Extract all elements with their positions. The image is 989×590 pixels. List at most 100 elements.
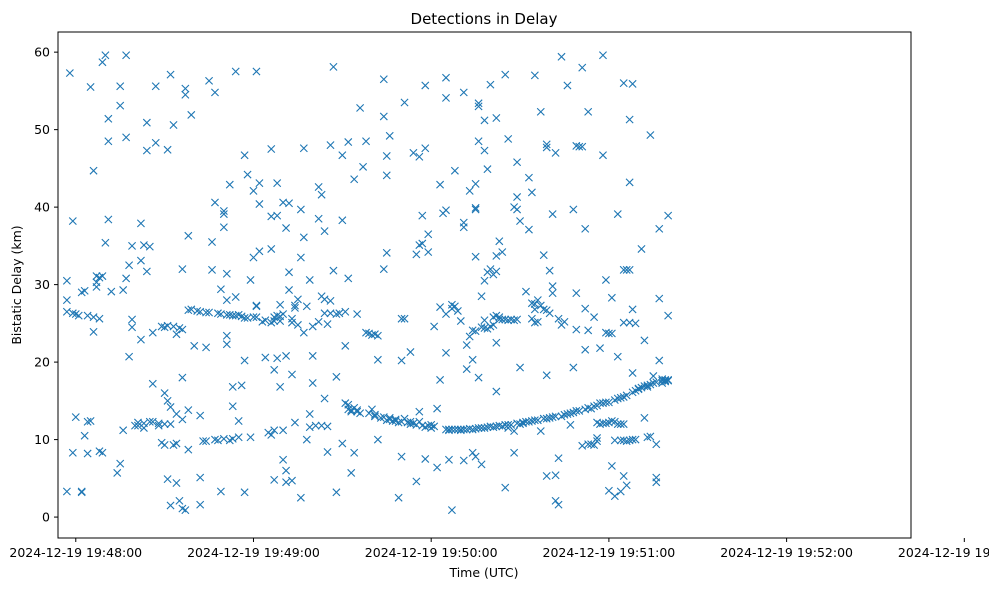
data-point xyxy=(89,166,98,175)
data-point xyxy=(634,384,643,393)
data-point xyxy=(412,477,421,486)
data-point xyxy=(510,448,519,457)
data-point xyxy=(533,296,542,305)
data-point xyxy=(128,323,137,332)
data-point xyxy=(252,67,261,76)
data-point xyxy=(545,309,554,318)
data-point xyxy=(581,304,590,313)
data-point xyxy=(397,356,406,365)
data-point xyxy=(486,80,495,89)
data-point xyxy=(415,152,424,161)
data-point xyxy=(347,468,356,477)
data-point xyxy=(299,328,308,337)
data-point xyxy=(62,296,71,305)
data-point xyxy=(397,314,406,323)
data-point xyxy=(199,437,208,446)
data-point xyxy=(622,391,631,400)
data-point xyxy=(228,402,237,411)
data-point xyxy=(350,448,359,457)
data-point xyxy=(385,131,394,140)
data-point xyxy=(640,382,649,391)
data-point xyxy=(83,311,92,320)
data-point xyxy=(359,162,368,171)
data-point xyxy=(154,421,163,430)
data-point xyxy=(205,308,214,317)
data-point xyxy=(222,269,231,278)
data-point xyxy=(551,496,560,505)
data-point xyxy=(480,276,489,285)
data-point xyxy=(631,319,640,328)
data-point xyxy=(329,266,338,275)
data-point xyxy=(646,432,655,441)
data-point xyxy=(539,305,548,314)
data-point xyxy=(613,394,622,403)
data-point xyxy=(625,265,634,274)
data-point xyxy=(202,343,211,352)
data-point xyxy=(296,205,305,214)
data-point xyxy=(480,324,489,332)
data-point xyxy=(270,365,279,374)
data-point xyxy=(513,158,522,167)
data-point xyxy=(474,373,483,382)
data-point xyxy=(142,267,151,276)
data-point xyxy=(83,449,92,458)
data-point xyxy=(465,424,474,433)
data-point xyxy=(421,144,430,153)
data-point xyxy=(379,265,388,274)
data-point xyxy=(243,170,252,179)
data-point xyxy=(344,138,353,147)
y-tick-label: 30 xyxy=(34,277,50,292)
data-point xyxy=(142,118,151,127)
data-point xyxy=(664,375,673,384)
data-point xyxy=(95,314,104,323)
data-point xyxy=(477,460,486,469)
data-point xyxy=(613,210,622,219)
data-point xyxy=(373,435,382,444)
data-point xyxy=(267,430,276,439)
data-point xyxy=(216,285,225,294)
data-point xyxy=(356,409,365,418)
data-point xyxy=(655,294,664,303)
data-point xyxy=(240,356,249,365)
y-tick-label: 20 xyxy=(34,355,50,370)
data-point xyxy=(471,205,480,214)
data-point xyxy=(625,115,634,124)
data-point xyxy=(252,302,261,311)
data-point xyxy=(607,461,616,470)
data-point xyxy=(524,417,533,426)
data-point xyxy=(104,215,113,224)
data-point xyxy=(279,426,288,435)
data-point xyxy=(240,151,249,160)
data-point xyxy=(231,293,240,301)
data-point xyxy=(270,426,279,435)
data-point xyxy=(465,186,474,195)
data-point xyxy=(593,437,602,446)
data-point xyxy=(86,83,95,92)
data-point xyxy=(276,300,285,309)
data-point xyxy=(77,488,86,497)
data-point xyxy=(572,406,581,415)
data-point xyxy=(560,317,569,326)
data-point xyxy=(444,455,453,464)
data-point xyxy=(593,434,602,443)
data-point xyxy=(98,448,107,457)
data-point xyxy=(406,348,415,357)
data-point xyxy=(139,419,148,428)
data-point xyxy=(290,301,299,310)
data-point xyxy=(338,439,347,448)
data-point xyxy=(581,224,590,233)
data-point xyxy=(282,224,291,233)
data-point xyxy=(554,314,563,323)
data-point xyxy=(382,248,391,257)
data-point xyxy=(341,341,350,350)
data-point xyxy=(296,493,305,502)
data-point xyxy=(320,227,329,236)
data-point xyxy=(205,76,214,85)
data-point xyxy=(65,69,74,78)
data-point xyxy=(557,52,566,61)
x-tick-label: 2024-12-19 19:51:00 xyxy=(543,545,676,560)
data-point xyxy=(572,289,581,298)
data-point xyxy=(613,420,622,429)
data-point xyxy=(172,478,181,487)
data-point xyxy=(462,365,471,374)
